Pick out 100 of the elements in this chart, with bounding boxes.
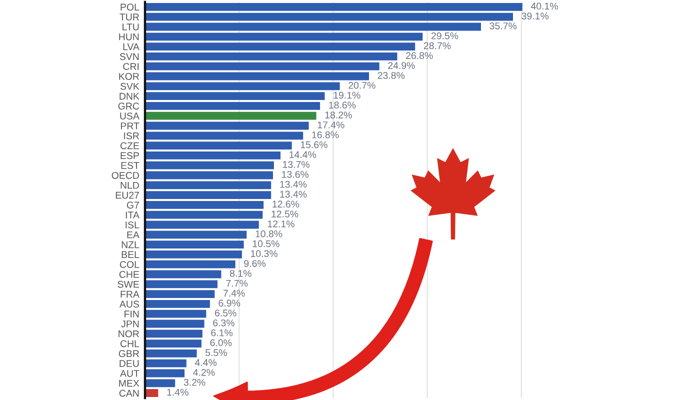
- data-label: 9.6%: [244, 260, 266, 267]
- bar: [145, 300, 210, 308]
- y-tick-label: FRA: [120, 290, 140, 298]
- bar: [145, 191, 272, 200]
- bar: [145, 310, 206, 318]
- bar: [145, 340, 202, 348]
- data-label: 3.2%: [184, 378, 206, 386]
- bar: [145, 132, 304, 140]
- bar: [145, 369, 185, 378]
- bar: [145, 210, 263, 219]
- data-label: 13.7%: [283, 161, 310, 168]
- y-tick-label: FIN: [124, 310, 139, 318]
- data-label: 13.6%: [282, 170, 309, 178]
- data-label: 13.4%: [280, 180, 307, 188]
- bar: [145, 230, 247, 239]
- bar: [145, 151, 281, 160]
- data-label: 15.6%: [300, 141, 328, 148]
- y-tick-label: LVA: [123, 43, 140, 50]
- data-label: 6.1%: [211, 329, 233, 336]
- y-tick-label: GBR: [118, 350, 139, 358]
- y-tick-label: HUN: [119, 33, 139, 40]
- y-tick-label: CRI: [123, 63, 139, 70]
- data-label: 6.0%: [210, 339, 232, 346]
- y-tick-label: CHE: [119, 270, 140, 278]
- bar: [145, 142, 292, 150]
- y-tick-label: NZL: [122, 241, 140, 248]
- data-label: 35.7%: [490, 22, 517, 30]
- data-label: 40.1%: [530, 2, 558, 10]
- bar: [145, 240, 244, 249]
- y-tick-label: NLD: [120, 182, 139, 189]
- y-tick-label: AUS: [119, 300, 139, 308]
- bar: [145, 62, 380, 70]
- y-tick-label: CHL: [120, 340, 140, 348]
- bar: [145, 220, 259, 229]
- y-tick-label: SWE: [118, 280, 140, 288]
- y-tick-label: PRT: [120, 122, 140, 130]
- bar: [145, 181, 272, 190]
- bar: [145, 290, 215, 298]
- bar: [145, 122, 309, 130]
- bar: [145, 2, 522, 11]
- data-label: 10.8%: [256, 230, 282, 238]
- data-label: 6.9%: [218, 300, 240, 307]
- bar: [145, 379, 176, 388]
- y-tick-label: OECD: [112, 172, 139, 179]
- y-tick-label: EST: [121, 162, 140, 169]
- data-label: 13.4%: [280, 190, 307, 198]
- data-label: 7.7%: [226, 280, 248, 287]
- y-tick-label: BEL: [122, 251, 140, 258]
- bar: [145, 330, 202, 338]
- bar: [145, 32, 423, 41]
- bar: [145, 12, 513, 21]
- y-tick-label: EU27: [116, 192, 139, 199]
- y-tick-label: SVK: [120, 82, 140, 90]
- y-tick-label: POL: [120, 4, 140, 11]
- bar: [145, 359, 186, 368]
- y-tick-label: ISR: [124, 132, 139, 140]
- bar: [145, 72, 369, 80]
- data-label: 26.8%: [406, 52, 433, 60]
- data-label: 12.5%: [272, 210, 298, 218]
- y-tick-label: ESP: [120, 152, 139, 160]
- y-tick-label: TUR: [120, 14, 139, 20]
- y-tick-label: KOR: [119, 72, 139, 80]
- data-label: 12.1%: [268, 220, 294, 228]
- y-tick-label: DEU: [120, 360, 139, 367]
- y-tick-label: GRC: [118, 102, 140, 110]
- data-label: 19.1%: [334, 92, 360, 99]
- data-label: 5.5%: [205, 349, 227, 356]
- data-label: 4.4%: [194, 359, 217, 366]
- bar: [145, 389, 158, 398]
- data-label: 10.5%: [252, 240, 280, 248]
- bar: [145, 260, 236, 268]
- data-label: 16.8%: [312, 131, 339, 138]
- data-label: 28.7%: [424, 42, 451, 50]
- data-label: 29.5%: [431, 32, 458, 40]
- data-label: 17.4%: [318, 122, 344, 128]
- bar: [145, 320, 204, 328]
- bar: [145, 42, 416, 51]
- data-label: 18.6%: [329, 102, 356, 109]
- bar: [145, 349, 197, 358]
- y-tick-label: COL: [120, 261, 140, 268]
- data-label: 6.3%: [213, 319, 234, 326]
- bar: [145, 112, 316, 120]
- bar: [145, 161, 274, 170]
- bar: [145, 280, 218, 288]
- y-tick-label: MEX: [119, 380, 140, 387]
- y-tick-label: AUT: [120, 370, 140, 377]
- data-label: 20.7%: [348, 82, 376, 89]
- y-tick-label: LTU: [122, 24, 139, 30]
- y-tick-label: JPN: [121, 320, 139, 328]
- bar: [145, 171, 273, 180]
- bar: [145, 82, 340, 90]
- data-label: 24.9%: [388, 62, 415, 69]
- y-tick-label: CZE: [120, 142, 140, 150]
- data-label: 6.5%: [215, 310, 236, 316]
- bar: [145, 250, 242, 258]
- data-label: 12.6%: [272, 200, 300, 208]
- data-label: 39.1%: [522, 12, 549, 20]
- bar: [145, 270, 222, 278]
- data-label: 14.4%: [290, 151, 316, 158]
- y-tick-label: ISL: [126, 221, 140, 228]
